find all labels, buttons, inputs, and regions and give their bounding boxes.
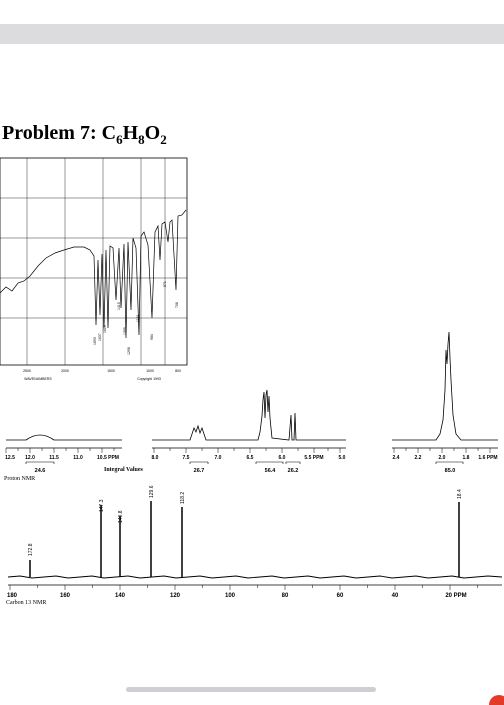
- carbon-tick-label: 160: [60, 593, 71, 599]
- carbon-peak-label: 129.6: [149, 485, 155, 498]
- top-bar: [0, 24, 504, 44]
- ir-copyright: Copyright 1993: [137, 377, 161, 381]
- carbon-tick-label: 80: [282, 593, 289, 599]
- proton-tick-label: 2.0: [439, 455, 446, 461]
- proton-tick-label: 8.0: [152, 455, 159, 461]
- proton-nmr-caption: Proton NMR: [4, 476, 36, 482]
- ir-peak-label: 871: [163, 281, 167, 287]
- ir-peak-label: 1693: [93, 337, 97, 345]
- proton-tick-label: 6.5: [247, 455, 254, 461]
- proton-tick-label: 5.5 PPM: [304, 455, 323, 461]
- proton-integral-value: 56.4: [265, 468, 277, 474]
- ir-peak-label: 984: [150, 334, 154, 340]
- proton-tick-label: 12.5: [5, 455, 15, 461]
- proton-trace-seg2: [152, 389, 346, 441]
- carbon-peak-label: 172.8: [28, 543, 34, 556]
- ir-tick-label: 1500: [107, 369, 115, 373]
- carbon-tick-label: 140: [115, 593, 126, 599]
- proton-tick-label: 7.0: [215, 455, 222, 461]
- proton-integral-value: 26.2: [288, 468, 299, 474]
- proton-tick-label: 7.5: [183, 455, 190, 461]
- proton-tick-label: 1.6 PPM: [478, 455, 497, 461]
- carbon-tick-label: 40: [392, 593, 399, 599]
- ir-tick-label: 1000: [146, 369, 154, 373]
- proton-nmr-spectrum: 12.5 12.0 11.5 11.0 10.5 PPM 8.0 7.5 7.0…: [5, 331, 498, 474]
- carbon-nmr-caption: Carbon 13 NMR: [6, 600, 47, 606]
- carbon13-nmr-spectrum: 172.8 147.3 140.8 129.6 118.2 18.4 180 1…: [7, 485, 503, 599]
- ir-peak-label: 1298: [127, 347, 131, 355]
- ir-peak-label: 708: [175, 302, 179, 308]
- ir-x-axis-label: WAVENUMBERS: [24, 377, 52, 381]
- carbon-tick-label: 120: [170, 593, 181, 599]
- ir-peak-label: 1395: [123, 327, 127, 335]
- proton-integral-value: 85.0: [445, 468, 456, 474]
- ir-spectrum: 1693 1637 1619 1415 1395 1298 1181 984 8…: [0, 157, 188, 381]
- ir-peak-label: 1181: [136, 314, 140, 322]
- proton-tick-label: 5.0: [339, 455, 346, 461]
- carbon-tick-label: 100: [225, 593, 236, 599]
- proton-tick-label: 1.8: [463, 455, 470, 461]
- proton-integral-value: 26.7: [194, 468, 205, 474]
- ir-peak-label: 1637: [98, 333, 102, 341]
- scroll-handle[interactable]: [126, 687, 376, 692]
- proton-tick-label: 12.0: [25, 455, 35, 461]
- ir-peak-label: 1619: [103, 325, 107, 333]
- proton-tick-label: 2.2: [415, 455, 422, 461]
- ir-tick-label: 2500: [23, 369, 31, 373]
- carbon-peak-label: 147.3: [99, 499, 105, 512]
- carbon-baseline: [7, 575, 503, 579]
- proton-trace-seg1: [6, 434, 122, 441]
- carbon-peak-label: 18.4: [457, 489, 463, 499]
- ir-tick-label: 2000: [61, 369, 69, 373]
- carbon-tick-label: 60: [337, 593, 344, 599]
- carbon-peak-label: 118.2: [180, 492, 186, 504]
- carbon-tick-label: 20 PPM: [445, 593, 466, 599]
- ir-tick-label: 800: [175, 369, 181, 373]
- proton-tick-label: 2.4: [393, 455, 400, 461]
- carbon-peak-label: 140.8: [118, 510, 124, 523]
- proton-tick-label: 11.0: [73, 455, 83, 461]
- proton-tick-label: 10.5 PPM: [97, 455, 119, 461]
- problem-title: Problem 7: C6H8O2: [2, 122, 167, 147]
- proton-trace-seg3: [392, 331, 498, 441]
- floating-action-button[interactable]: [489, 695, 504, 705]
- proton-tick-label: 6.0: [279, 455, 286, 461]
- ir-peak-label: 1415: [117, 302, 121, 310]
- integral-values-title: Integral Values: [104, 467, 143, 473]
- proton-tick-label: 11.5: [49, 455, 59, 461]
- proton-integral-value: 24.6: [35, 468, 46, 474]
- ir-trace: [0, 209, 187, 339]
- carbon-tick-label: 180: [7, 593, 18, 599]
